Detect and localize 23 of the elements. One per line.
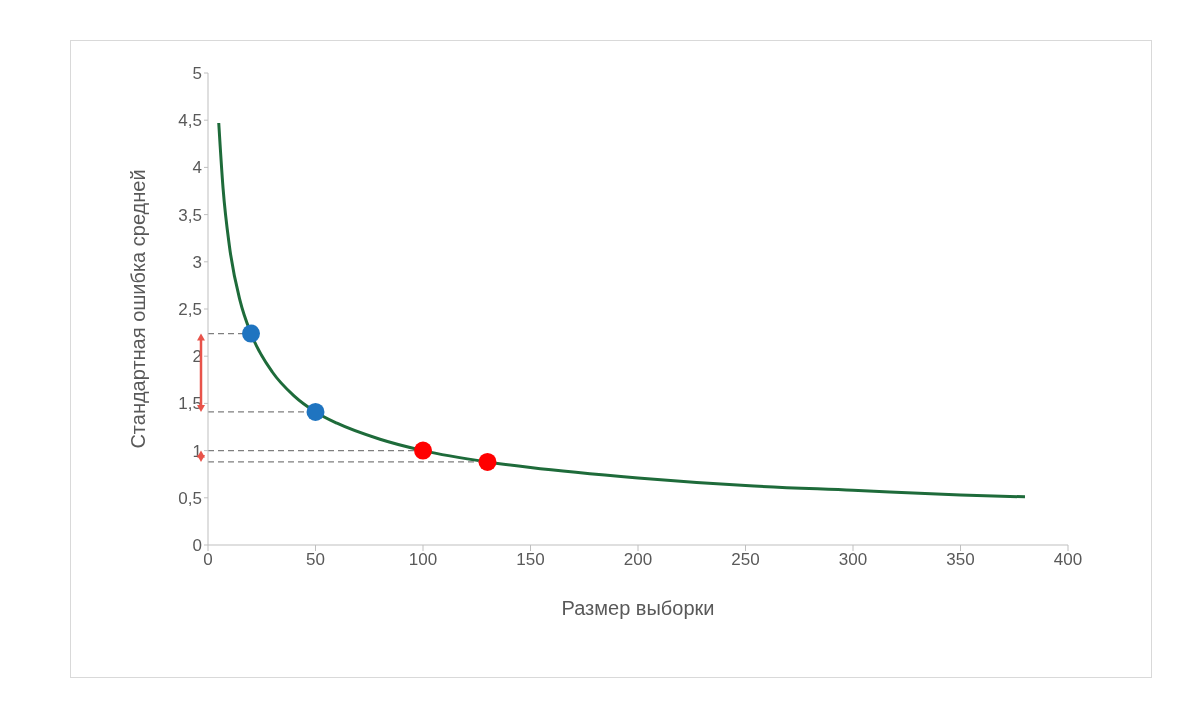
- x-tick-label: 150: [516, 550, 545, 570]
- x-tick-label: 250: [731, 550, 760, 570]
- x-tick-label: 300: [838, 550, 868, 570]
- y-tick-label: 0,5: [178, 488, 202, 508]
- y-tick-label: 2,5: [178, 300, 202, 320]
- y-tick-label: 4: [192, 158, 202, 178]
- point: [306, 402, 325, 421]
- point: [414, 441, 432, 460]
- point: [242, 324, 260, 343]
- y-tick-label: 4,5: [178, 111, 202, 131]
- x-tick-label: 350: [946, 550, 975, 570]
- x-tick-label: 400: [1053, 550, 1083, 570]
- point: [478, 452, 497, 471]
- y-tick-label: 3,5: [178, 205, 202, 225]
- x-tick-label: 200: [623, 550, 653, 570]
- y-axis-title: Стандартная ошибка средней: [127, 169, 150, 449]
- y-tick-label: 0: [192, 536, 202, 556]
- x-tick-label: 50: [306, 550, 325, 570]
- line-series: [217, 121, 1027, 499]
- x-tick-label: 100: [408, 550, 438, 570]
- y-tick-label: 5: [192, 64, 202, 84]
- x-axis-title: Размер выборки: [561, 597, 715, 619]
- y-tick-label: 3: [192, 252, 202, 272]
